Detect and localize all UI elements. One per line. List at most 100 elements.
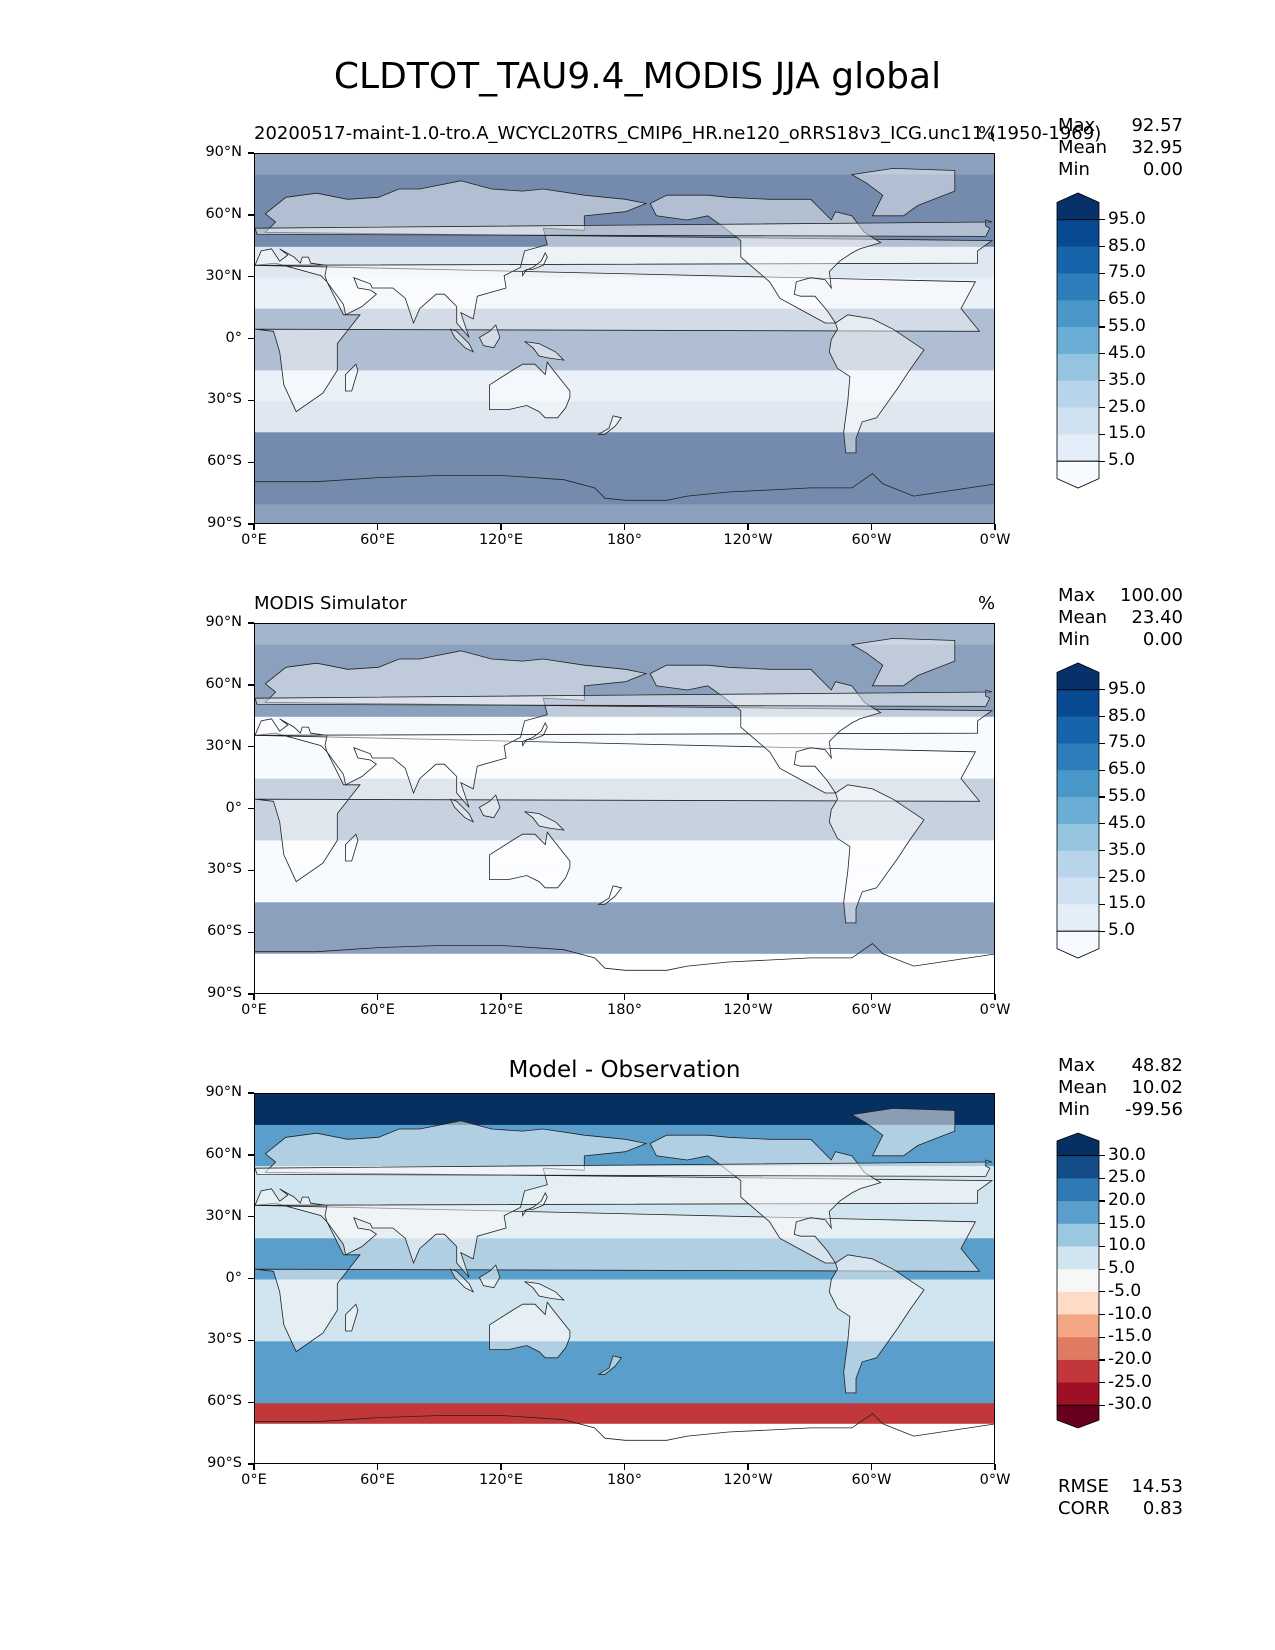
- field-band: [255, 1341, 994, 1353]
- colorbar-label: 95.0: [1108, 678, 1146, 699]
- field-band: [255, 799, 994, 811]
- stat-label: Mean: [1058, 137, 1108, 158]
- lon-tick-label: 0°E: [241, 532, 267, 548]
- coastline-africa: [255, 262, 981, 413]
- colorbar-segment: [1057, 877, 1099, 905]
- colorbar-outline: [1056, 689, 1100, 932]
- colorbar-label: 5.0: [1108, 450, 1136, 471]
- stat-value: 0.00: [1142, 629, 1183, 650]
- colorbar-segment: [1056, 460, 1100, 489]
- field-band: [255, 747, 994, 759]
- stat-label: Mean: [1058, 1077, 1108, 1098]
- panel-obs-colorbar: [1056, 662, 1100, 959]
- stat-value: 23.40: [1131, 607, 1183, 628]
- colorbar-label: 20.0: [1108, 1190, 1146, 1211]
- lon-tick-label: 0°E: [241, 1002, 267, 1018]
- coastline-south-america: [828, 784, 925, 924]
- field-band: [255, 401, 994, 413]
- lat-tick-label: 60°S: [207, 923, 242, 940]
- lon-tick-label: 120°W: [723, 1002, 773, 1018]
- lat-tick-label: 30°N: [205, 1207, 242, 1224]
- field-band: [255, 308, 994, 320]
- colorbar-segment: [1057, 246, 1099, 274]
- field-band: [255, 861, 994, 872]
- lon-tick-mark: [253, 994, 255, 1000]
- colorbar-segment: [1057, 1291, 1099, 1315]
- lat-tick-mark: [248, 337, 254, 340]
- field-band: [255, 329, 994, 341]
- colorbar-tick: [1099, 769, 1105, 771]
- field-band: [255, 257, 994, 268]
- field-band: [255, 634, 994, 646]
- panel-diff-stat-corr: CORR 0.83: [1058, 1498, 1183, 1520]
- coastline-japan: [522, 722, 548, 747]
- field-band: [255, 644, 994, 656]
- field-band: [255, 184, 994, 196]
- field-band: [255, 277, 994, 289]
- lat-tick-mark: [248, 523, 254, 525]
- colorbar-tick: [1099, 1155, 1105, 1157]
- lon-tick-mark: [500, 994, 502, 1000]
- colorbar-segment: [1056, 930, 1100, 959]
- lat-tick-label: 30°S: [207, 1331, 242, 1348]
- colorbar-segment: [1057, 273, 1099, 301]
- colorbar-label: 45.0: [1108, 812, 1146, 833]
- colorbar-segment: [1057, 1223, 1099, 1247]
- coastline-borneo: [478, 794, 501, 819]
- colorbar-segment: [1057, 770, 1099, 798]
- field-band: [255, 964, 994, 975]
- lat-tick-mark: [248, 1463, 254, 1465]
- lat-tick-mark: [248, 1216, 254, 1218]
- lon-tick-label: 120°W: [723, 1472, 773, 1488]
- field-band: [255, 871, 994, 883]
- colorbar-tick: [1099, 1223, 1105, 1225]
- lon-tick-label: 120°W: [723, 532, 773, 548]
- colorbar-outline: [1056, 219, 1100, 462]
- colorbar-label: 45.0: [1108, 342, 1146, 363]
- colorbar-tick: [1099, 689, 1105, 691]
- stat-label: Min: [1058, 629, 1090, 650]
- lat-tick-mark: [248, 1154, 254, 1156]
- field-band: [255, 452, 994, 464]
- lon-tick-mark: [870, 994, 873, 1000]
- lat-tick-label: 30°N: [205, 737, 242, 754]
- stat-value: 10.02: [1131, 1077, 1183, 1098]
- field-band: [255, 514, 994, 523]
- stat-label: Max: [1058, 115, 1096, 136]
- lon-tick-mark: [500, 1464, 502, 1470]
- lat-tick-mark: [248, 1401, 254, 1403]
- colorbar-segment: [1057, 353, 1099, 382]
- lon-tick-mark: [994, 1464, 996, 1470]
- field-band: [255, 974, 994, 986]
- colorbar-tick: [1099, 1313, 1105, 1316]
- field-band: [255, 236, 994, 248]
- colorbar-tick: [1099, 903, 1105, 905]
- lat-tick-label: 90°N: [205, 614, 242, 630]
- lat-tick-label: 0°: [225, 799, 242, 816]
- coastline-antarctica: [255, 942, 994, 971]
- lat-tick-mark: [248, 684, 254, 686]
- lon-tick-label: 60°W: [851, 532, 892, 548]
- lon-tick-label: 180°: [607, 1002, 642, 1018]
- field-band: [255, 1289, 994, 1301]
- field-band: [255, 432, 994, 444]
- field-band: [255, 809, 994, 821]
- field-band: [255, 463, 994, 475]
- panel-obs-title: MODIS Simulator: [254, 593, 407, 614]
- lat-tick-label: 60°N: [205, 205, 242, 222]
- colorbar-tick: [1099, 433, 1105, 435]
- field-band: [255, 902, 994, 914]
- field-band: [255, 1454, 994, 1463]
- field-band: [255, 298, 994, 310]
- lon-tick-label: 60°E: [360, 1472, 395, 1488]
- lon-tick-mark: [747, 994, 749, 1000]
- colorbar-segment: [1057, 219, 1099, 247]
- colorbar-tick: [1099, 406, 1105, 409]
- colorbar-tick: [1099, 246, 1105, 248]
- coastline-north-america: [649, 664, 882, 794]
- field-band: [255, 727, 994, 738]
- coastline-new-zealand: [597, 1355, 623, 1375]
- field-band: [255, 483, 994, 495]
- colorbar-segment: [1056, 662, 1100, 691]
- lat-tick-mark: [248, 1092, 254, 1094]
